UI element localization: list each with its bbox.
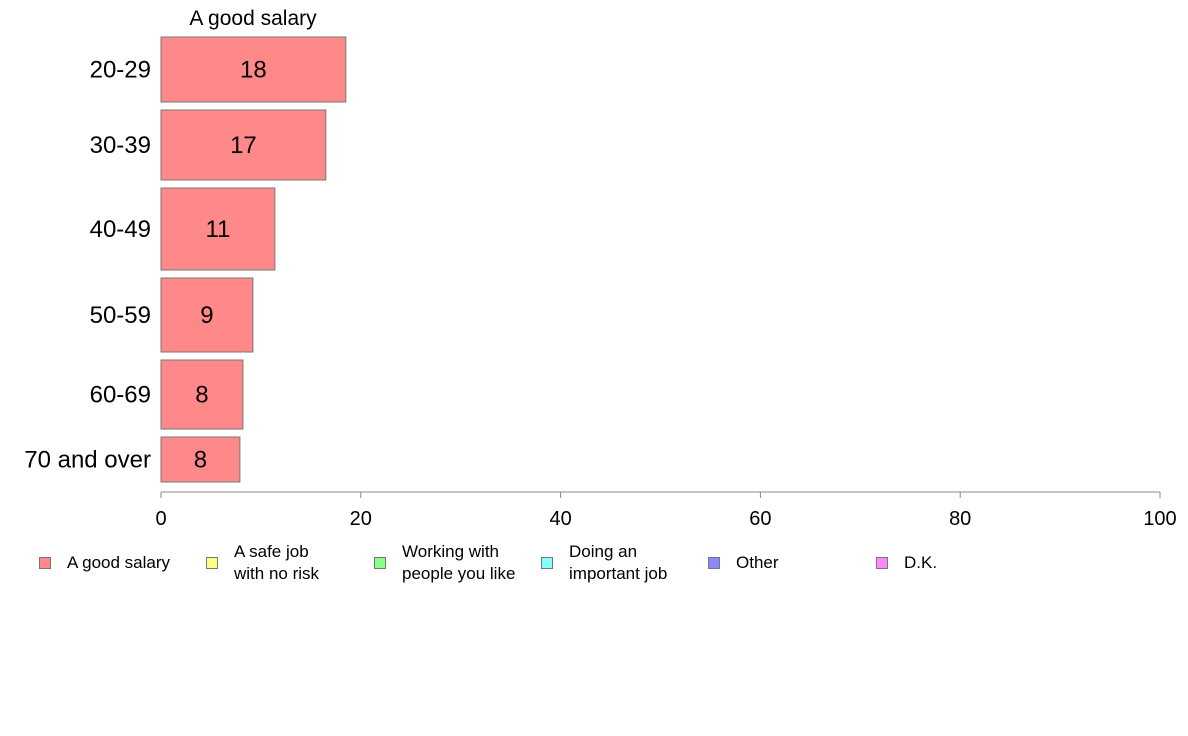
bar-value-label: 11 [205,216,230,243]
x-axis: 0 20 40 60 80 100 [155,491,1177,530]
legend-item: Other [708,540,779,586]
category-label: 50-59 [90,302,151,329]
category-label: 20-29 [90,57,151,84]
legend-swatch [708,557,720,569]
bar-value-label: 8 [194,447,207,474]
category-label: 70 and over [24,447,151,474]
legend-label: A good salary [67,553,171,572]
category-label: 30-39 [90,132,151,159]
legend-swatch [541,557,553,569]
category-label: 60-69 [90,382,151,409]
legend-swatch [876,557,888,569]
x-tick-label: 20 [350,508,372,530]
legend-item: D.K. [876,540,937,586]
legend-item: A good salary [39,540,170,586]
x-tick-label: 40 [549,508,571,530]
legend-label: D.K. [904,553,938,572]
x-tick-label: 100 [1143,508,1176,530]
bar-30-39 [160,109,327,181]
legend-label: Working with people you like [402,542,516,583]
chart-title: A good salary [189,7,317,30]
legend-item: Working with people you like [374,540,515,586]
bar-50-59 [160,277,254,353]
bar-value-label: 9 [200,302,213,329]
bar-40-49 [160,187,276,271]
legend-item: A safe job with no risk [206,540,319,586]
x-tick-label: 80 [949,508,971,530]
bar-value-label: 17 [230,132,257,159]
bar-chart: A good salary 18 20-29 17 30-39 11 40-49 9 50-5… [24,7,1177,530]
legend-swatch [206,557,218,569]
x-tick-label: 60 [749,508,771,530]
bar-group: 18 20-29 17 30-39 11 40-49 9 50-59 8 60-69 8 70 and… [24,36,347,483]
legend-item: Doing an important job [541,540,667,586]
legend-label: Other [736,553,779,572]
bar-60-69 [160,359,244,430]
legend-swatch [39,557,51,569]
category-label: 40-49 [90,216,151,243]
legend-swatch [374,557,386,569]
bar-value-label: 18 [240,57,267,84]
legend-label: A safe job with no risk [234,542,320,583]
legend-label: Doing an important job [569,542,668,583]
bar-70-and-over [160,436,241,483]
legend: A good salary A safe job with no risk Work… [0,540,1188,590]
bar-20-29 [160,36,347,103]
bar-value-label: 8 [195,382,208,409]
x-tick-label: 0 [155,508,166,530]
